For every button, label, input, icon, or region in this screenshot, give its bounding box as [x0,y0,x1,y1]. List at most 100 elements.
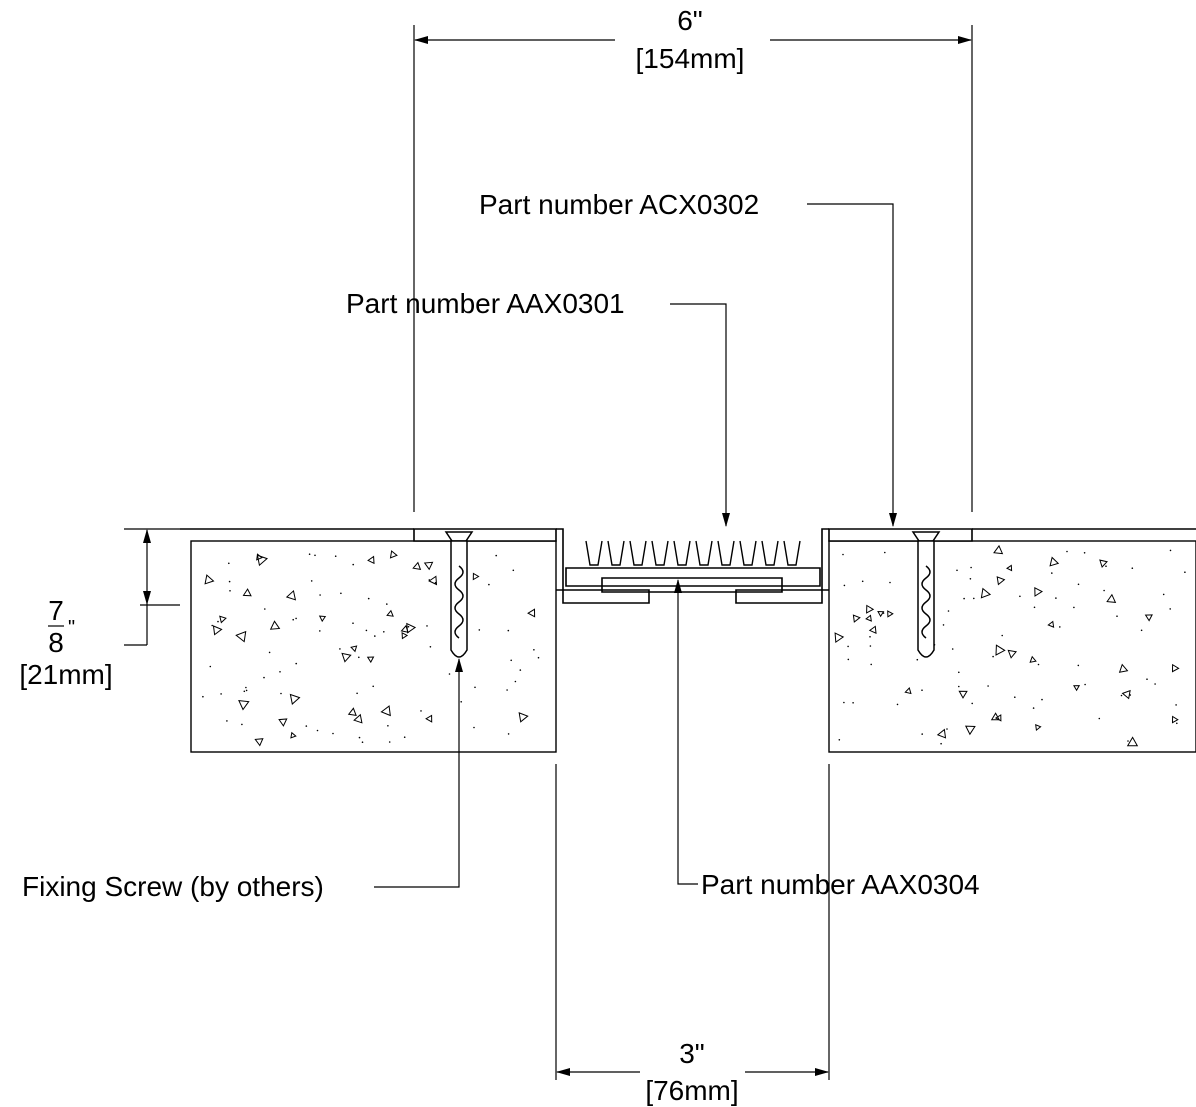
gripper-fin [739,540,757,566]
aggregate-dot [220,693,222,695]
aggregate-dot [1176,722,1178,725]
aggregate-mark [877,610,885,618]
aggregate-dot [1032,707,1035,709]
aggregate-mark [995,644,1006,656]
aggregate-dot [334,555,337,557]
aggregate-mark [269,620,281,630]
aggregate-dot [843,701,845,704]
aggregate-mark [401,631,409,640]
aggregate-dot [847,645,849,648]
gripper-fin [695,540,713,566]
depth-metric: [21mm] [19,659,112,690]
aggregate-dot [1055,597,1057,599]
aggregate-dot [310,580,313,582]
aggregate-mark [993,544,1004,555]
aggregate-dot [882,612,885,614]
aggregate-mark [1106,593,1117,603]
aggregate-dot [884,551,886,554]
aggregate-dot [507,629,510,632]
aggregate-dot [429,646,432,648]
aggregate-dot [1083,552,1086,554]
gripper-fin [673,540,691,566]
aggregate-dot [852,702,854,704]
aggregate-dot [367,597,370,600]
gripper-fin [783,540,801,566]
aggregate-dot [1077,664,1080,667]
aggregate-mark [212,625,223,636]
aggregate-mark [1005,564,1013,572]
aggregate-dot [1041,698,1043,701]
aggregate-mark [353,713,363,724]
aggregate-dot [478,629,481,631]
cover-callout-label: Part number ACX0302 [479,189,759,220]
aggregate-dot [241,723,243,726]
aggregate-mark [1144,614,1153,622]
aggregate-dot [428,579,431,581]
aggregate-mark [423,561,434,571]
aggregate-dot [870,663,872,666]
aggregate-dot [537,656,540,659]
aggregate-dot [292,618,295,621]
cover-plate-right [828,528,973,542]
aggregate-dot [1146,678,1148,680]
aggregate-dot [842,553,844,556]
aggregate-dot [987,685,989,687]
aggregate-mark [366,656,375,664]
aggregate-dot [407,625,410,628]
aggregate-dot [268,651,271,654]
aggregate-mark [834,632,845,644]
aggregate-dot [506,689,508,691]
aggregate-dot [474,686,476,689]
aggregate-mark [1171,715,1179,724]
aggregate-dot [1059,626,1061,628]
aggregate-mark [386,609,394,617]
gripper-fin [651,540,669,566]
aggregate-dot [838,739,841,741]
depth-numerator: 7 [48,595,64,626]
aggregate-dot [387,725,389,727]
aggregate-mark [341,652,352,663]
aggregate-mark [994,714,1002,722]
cover-plate-left [413,528,557,542]
aggregate-mark [290,731,297,739]
gripper-fin [629,540,647,566]
aggregate-mark [318,615,327,623]
aggregate-dot [1051,572,1053,574]
gripper-fin [761,540,779,566]
aggregate-dot [942,624,945,626]
aggregate-mark [367,555,375,565]
aggregate-mark [1047,620,1055,628]
aggregate-dot [340,592,342,595]
aggregate-dot [921,689,923,691]
aggregate-dot [403,736,406,738]
aggregate-dot [889,581,891,584]
aggregate-mark [412,561,422,571]
fixing-screws [444,531,941,658]
aggregate-dot [372,685,375,688]
aggregate-mark [235,630,247,643]
aggregate-dot [1066,550,1068,553]
aggregate-mark [289,693,301,705]
aggregate-dot [921,733,923,735]
aggregate-dot [533,649,535,651]
aggregate-dot [264,608,266,610]
aggregate-mark [428,575,438,586]
aggregate-dot [243,690,246,693]
aggregate-mark [904,687,912,695]
aggregate-mark [389,550,398,559]
aggregate-dot [361,741,364,743]
aggregate-mark [1099,559,1108,568]
aggregate-dot [971,702,973,705]
aggregate-dot [211,624,213,627]
aggregate-dot [1073,606,1075,609]
screw-callout-label: Fixing Screw (by others) [22,871,324,902]
aggregate-dot [1105,565,1107,567]
aggregate-mark [518,712,529,723]
aggregate-dot [1129,694,1132,696]
aggregate-mark [204,574,215,585]
frame-left-leg [556,528,650,604]
gripper-fin [585,540,603,566]
aggregate-dot [352,563,355,566]
aggregate-dot [358,656,360,659]
